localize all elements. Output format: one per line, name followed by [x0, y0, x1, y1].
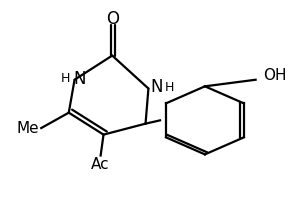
Text: O: O: [106, 10, 119, 28]
Text: N: N: [150, 78, 162, 97]
Text: H: H: [61, 72, 70, 85]
Text: H: H: [165, 81, 175, 94]
Text: N: N: [73, 70, 86, 88]
Text: Me: Me: [17, 121, 40, 136]
Text: OH: OH: [263, 68, 286, 83]
Text: Ac: Ac: [91, 157, 110, 172]
